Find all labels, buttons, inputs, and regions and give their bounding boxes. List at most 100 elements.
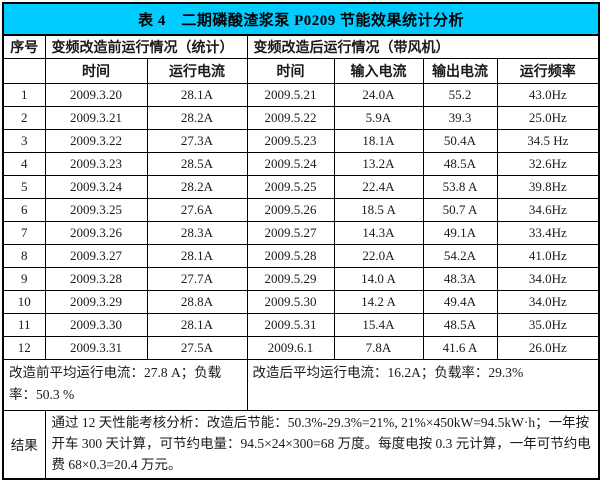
table-row: 7 2009.3.26 28.3A 2009.5.27 14.3A 49.1A 33.4Hz [2, 221, 600, 245]
table-row: 4 2009.3.23 28.5A 2009.5.24 13.2A 48.5A 32.6Hz [2, 152, 600, 176]
table-row: 8 2009.3.27 28.1A 2009.5.28 22.0A 54.2A 41.0Hz [2, 244, 600, 268]
cell: 33.4Hz [496, 221, 600, 245]
cell: 18.5 A [333, 198, 424, 222]
cell: 5.9A [333, 106, 424, 130]
cell: 2009.3.27 [44, 244, 148, 268]
header-empty-cell [2, 58, 46, 84]
cell: 2009.3.28 [44, 267, 148, 291]
cell: 8 [2, 244, 46, 268]
cell: 32.6Hz [496, 152, 600, 176]
table-row: 5 2009.3.24 28.2A 2009.5.25 22.4A 53.8 A 39.8H… [2, 175, 600, 199]
cell: 2009.5.25 [246, 175, 335, 199]
cell: 28.2A [146, 175, 248, 199]
cell: 2009.5.23 [246, 129, 335, 153]
header-input-current: 输入电流 [333, 58, 424, 84]
cell: 13.2A [333, 152, 424, 176]
summary-before: 改造前平均运行电流：27.8 A；负载率：50.3 % [2, 359, 248, 411]
table-row: 9 2009.3.28 27.7A 2009.5.29 14.0 A 48.3A 34.0H… [2, 267, 600, 291]
header-group-before: 变频改造前运行情况（统计） [44, 34, 248, 59]
cell: 22.4A [333, 175, 424, 199]
header-frequency: 运行频率 [496, 58, 600, 84]
cell: 2009.5.22 [246, 106, 335, 130]
cell: 27.5A [146, 336, 248, 360]
header-group-after: 变频改造后运行情况（带风机） [246, 34, 600, 59]
table-row: 11 2009.3.30 28.1A 2009.5.31 15.4A 48.5A 35.0H… [2, 313, 600, 337]
cell: 3 [2, 129, 46, 153]
cell: 48.5A [422, 313, 498, 337]
cell: 2009.3.25 [44, 198, 148, 222]
cell: 2009.5.26 [246, 198, 335, 222]
cell: 10 [2, 290, 46, 314]
cell: 34.5 Hz [496, 129, 600, 153]
table-row: 6 2009.3.25 27.6A 2009.5.26 18.5 A 50.7 A 34.6… [2, 198, 600, 222]
cell: 2009.3.21 [44, 106, 148, 130]
cell: 28.1A [146, 313, 248, 337]
cell: 5 [2, 175, 46, 199]
cell: 12 [2, 336, 46, 360]
cell: 18.1A [333, 129, 424, 153]
cell: 27.7A [146, 267, 248, 291]
cell: 28.3A [146, 221, 248, 245]
cell: 27.6A [146, 198, 248, 222]
cell: 49.4A [422, 290, 498, 314]
cell: 2009.3.23 [44, 152, 148, 176]
table-row: 12 2009.3.31 27.5A 2009.6.1 7.8A 41.6 A 26.0Hz [2, 336, 600, 360]
cell: 2009.5.29 [246, 267, 335, 291]
cell: 2009.5.27 [246, 221, 335, 245]
cell: 41.0Hz [496, 244, 600, 268]
cell: 14.2 A [333, 290, 424, 314]
cell: 39.3 [422, 106, 498, 130]
cell: 48.3A [422, 267, 498, 291]
cell: 24.0A [333, 83, 424, 107]
cell: 50.4A [422, 129, 498, 153]
cell: 14.3A [333, 221, 424, 245]
table-title-row: 表 4 二期磷酸渣浆泵 P0209 节能效果统计分析 [1, 2, 600, 36]
cell: 9 [2, 267, 46, 291]
cell: 2009.3.26 [44, 221, 148, 245]
cell: 11 [2, 313, 46, 337]
cell: 2009.3.24 [44, 175, 148, 199]
header-time-after: 时间 [246, 58, 335, 84]
cell: 35.0Hz [496, 313, 600, 337]
cell: 2009.3.31 [44, 336, 148, 360]
cell: 34.6Hz [496, 198, 600, 222]
cell: 55.2 [422, 83, 498, 107]
summary-after: 改造后平均运行电流：16.2A；负载率：29.3% [246, 359, 600, 411]
table-row: 1 2009.3.20 28.1A 2009.5.21 24.0A 55.2 43.0Hz [2, 83, 600, 107]
cell: 54.2A [422, 244, 498, 268]
cell: 2 [2, 106, 46, 130]
cell: 28.2A [146, 106, 248, 130]
cell: 50.7 A [422, 198, 498, 222]
cell: 53.8 A [422, 175, 498, 199]
header-group-row: 序号 变频改造前运行情况（统计） 变频改造后运行情况（带风机） [2, 34, 600, 59]
cell: 2009.3.22 [44, 129, 148, 153]
table-title: 表 4 二期磷酸渣浆泵 P0209 节能效果统计分析 [1, 2, 600, 36]
cell: 2009.5.31 [246, 313, 335, 337]
cell: 25.0Hz [496, 106, 600, 130]
cell: 2009.5.21 [246, 83, 335, 107]
cell: 34.0Hz [496, 290, 600, 314]
table-row: 2 2009.3.21 28.2A 2009.5.22 5.9A 39.3 25.0Hz [2, 106, 600, 130]
cell: 43.0Hz [496, 83, 600, 107]
cell: 7.8A [333, 336, 424, 360]
cell: 2009.6.1 [246, 336, 335, 360]
cell: 1 [2, 83, 46, 107]
table-row: 3 2009.3.22 27.3A 2009.5.23 18.1A 50.4A 34.5 H… [2, 129, 600, 153]
cell: 6 [2, 198, 46, 222]
cell: 34.0Hz [496, 267, 600, 291]
cell: 27.3A [146, 129, 248, 153]
cell: 2009.3.30 [44, 313, 148, 337]
cell: 14.0 A [333, 267, 424, 291]
header-output-current: 输出电流 [422, 58, 498, 84]
cell: 2009.5.24 [246, 152, 335, 176]
cell: 4 [2, 152, 46, 176]
cell: 28.8A [146, 290, 248, 314]
cell: 2009.5.30 [246, 290, 335, 314]
cell: 2009.3.20 [44, 83, 148, 107]
header-current-before: 运行电流 [146, 58, 248, 84]
result-row: 结果 通过 12 天性能考核分析：改造后节能：50.3%-29.3%=21%, … [2, 409, 600, 480]
cell: 49.1A [422, 221, 498, 245]
cell: 28.1A [146, 83, 248, 107]
